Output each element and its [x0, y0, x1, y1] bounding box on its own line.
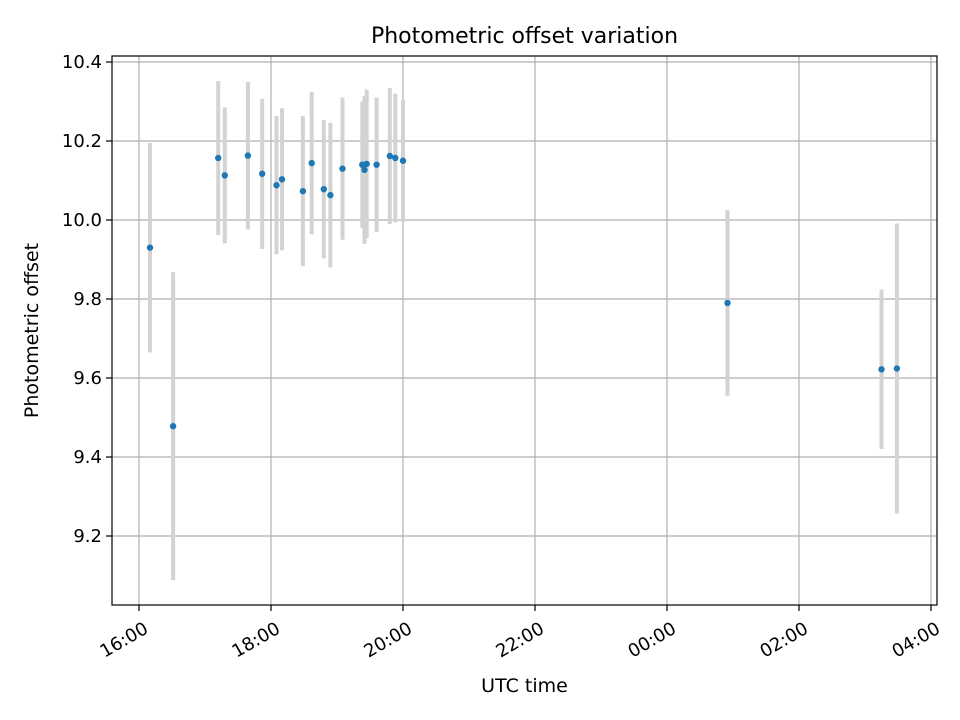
- y-tick-label: 9.8: [73, 289, 102, 310]
- y-tick-label: 10.2: [62, 131, 102, 152]
- data-point: [259, 170, 266, 177]
- x-axis-label: UTC time: [481, 675, 568, 697]
- data-point: [146, 244, 154, 251]
- data-point: [221, 172, 228, 179]
- data-point: [299, 187, 307, 195]
- data-point: [399, 157, 407, 164]
- plot-frame: [111, 55, 938, 606]
- data-point: [244, 152, 252, 159]
- data-point: [320, 185, 327, 193]
- y-axis-label: Photometric offset: [21, 243, 43, 418]
- data-point: [392, 154, 399, 162]
- data-point: [273, 182, 280, 189]
- y-axis-ticks: 9.2 9.4 9.6 9.8 10.0 10.2 10.4: [62, 52, 112, 547]
- data-point: [386, 152, 393, 160]
- y-tick-label: 9.6: [73, 368, 102, 389]
- data-point: [327, 191, 334, 199]
- data-point: [169, 422, 177, 430]
- y-tick-label: 10.0: [62, 210, 102, 231]
- chart-title: Photometric offset variation: [371, 24, 678, 49]
- y-tick-label: 9.2: [73, 526, 102, 547]
- data-point: [278, 176, 286, 183]
- y-tick-label: 10.4: [62, 52, 102, 73]
- data-point: [878, 366, 885, 373]
- data-point: [361, 166, 368, 174]
- data-point: [363, 160, 370, 168]
- data-point: [373, 161, 380, 168]
- data-point: [308, 159, 315, 167]
- data-point: [724, 299, 731, 307]
- data-point: [215, 154, 222, 162]
- y-tick-label: 9.4: [73, 447, 102, 468]
- data-point: [893, 365, 901, 372]
- data-point: [339, 165, 346, 172]
- data-markers: [146, 152, 901, 430]
